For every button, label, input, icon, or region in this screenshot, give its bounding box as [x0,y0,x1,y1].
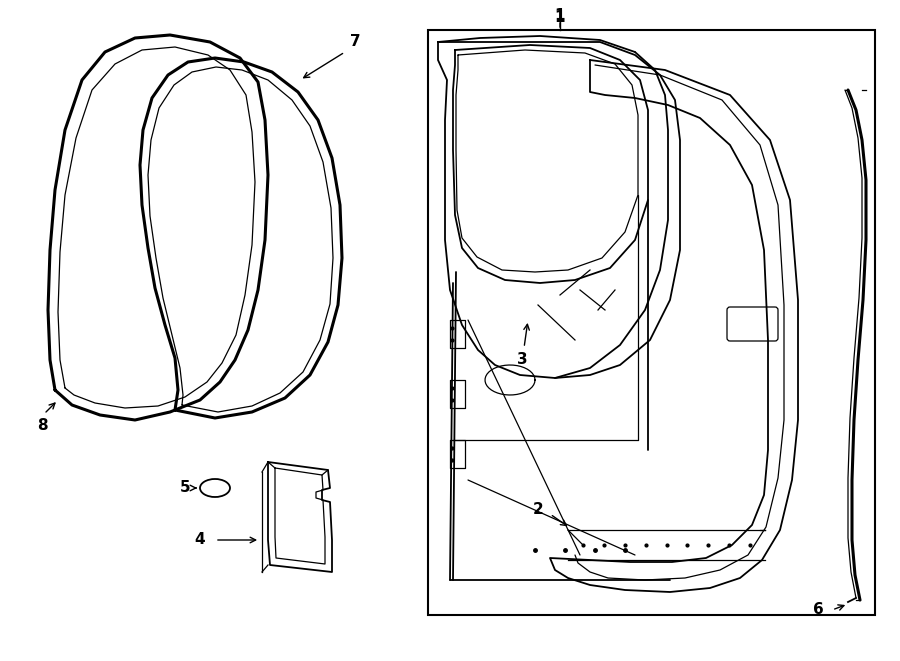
Text: 6: 6 [813,602,824,617]
FancyBboxPatch shape [727,307,778,341]
Text: 2: 2 [533,502,544,518]
Text: 8: 8 [37,418,48,432]
Text: 1: 1 [554,11,565,26]
Text: 4: 4 [194,533,205,547]
Ellipse shape [200,479,230,497]
Text: 5: 5 [180,481,190,496]
Text: 3: 3 [517,352,527,368]
Bar [428,30,875,615]
Text: 7: 7 [350,34,360,50]
Text: 1: 1 [554,9,565,24]
